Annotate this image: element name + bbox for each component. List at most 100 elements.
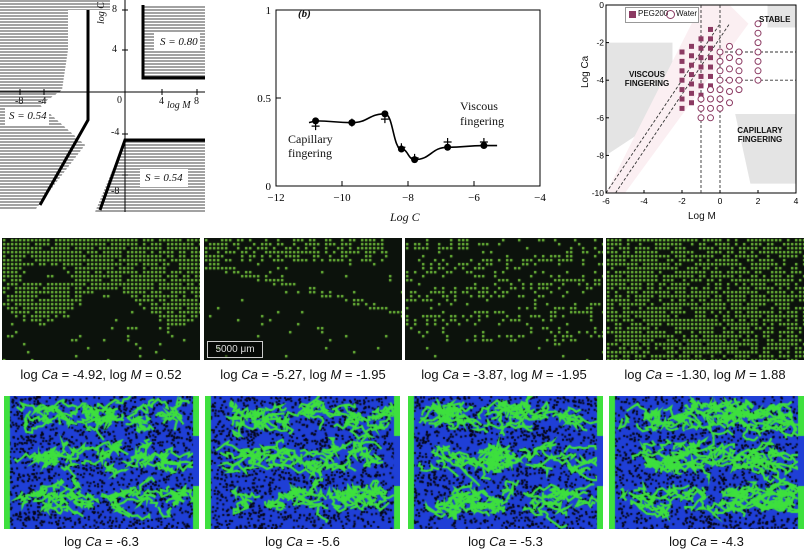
data-point-peg200 bbox=[708, 83, 713, 89]
data-point-water bbox=[726, 87, 733, 95]
data-point-water bbox=[707, 86, 714, 94]
data-point-plus bbox=[397, 143, 406, 152]
chart-b-title: (b) bbox=[298, 8, 311, 20]
region-shade-capillary bbox=[735, 114, 796, 184]
data-point-water bbox=[707, 95, 714, 103]
x-tick-label: −12 bbox=[267, 192, 284, 204]
data-point-water bbox=[726, 76, 733, 84]
tick-y-0: 0 bbox=[117, 95, 122, 106]
data-point-peg200 bbox=[679, 58, 685, 64]
region-shade-transition bbox=[606, 5, 749, 193]
region-label-s080: S = 0.80 bbox=[160, 36, 198, 48]
chart-c-legend: PEG200 Water bbox=[625, 7, 699, 23]
region-bottom-left bbox=[0, 105, 85, 210]
data-point-water bbox=[726, 42, 733, 50]
tick-x-neg4: -4 bbox=[38, 96, 47, 107]
simulation-image-4 bbox=[609, 396, 804, 529]
data-point-peg200 bbox=[698, 64, 704, 70]
y-tick-label: 0.5 bbox=[257, 93, 271, 105]
data-point-peg200 bbox=[689, 62, 694, 68]
simulation-image-2 bbox=[205, 396, 400, 529]
caption-row2-2: log Ca = -5.6 bbox=[265, 534, 340, 549]
x-tick-label: -4 bbox=[640, 196, 648, 206]
tick-x-8: 8 bbox=[194, 96, 199, 107]
data-point-water bbox=[754, 48, 762, 56]
x-tick-label: -2 bbox=[678, 196, 686, 206]
data-point-water bbox=[735, 86, 743, 94]
y-tick-label: 0 bbox=[599, 0, 604, 10]
region-upper-left bbox=[0, 0, 110, 105]
boundary-upper-left bbox=[38, 10, 90, 206]
chart-b-xlabel: Log C bbox=[390, 210, 420, 224]
data-point-circle bbox=[444, 143, 452, 151]
data-point-water bbox=[716, 86, 724, 94]
data-point-peg200 bbox=[689, 81, 694, 87]
region-capillary-fingering: FINGERING bbox=[737, 135, 783, 144]
data-point-peg200 bbox=[689, 53, 694, 59]
caption-row1-2: log Ca = -5.27, log M = -1.95 bbox=[220, 367, 386, 382]
data-point-peg200 bbox=[689, 90, 694, 96]
annotation-capillary-fingering: fingering bbox=[288, 146, 332, 160]
data-point-water bbox=[726, 54, 733, 62]
region-label-s054-right: S = 0.54 bbox=[145, 172, 183, 184]
y-tick-label: -6 bbox=[596, 113, 604, 123]
data-point-water bbox=[697, 104, 705, 112]
boundary-top-right bbox=[141, 5, 205, 80]
caption-row1-1: log Ca = -4.92, log M = 0.52 bbox=[20, 367, 182, 382]
scale-bar: 5000 μm bbox=[207, 341, 263, 358]
data-point-peg200 bbox=[698, 92, 704, 98]
data-point-peg200 bbox=[679, 87, 685, 93]
x-tick-label: -6 bbox=[602, 196, 610, 206]
caption-row1-4: log Ca = -1.30, log M = 1.88 bbox=[624, 367, 786, 382]
data-point-peg200 bbox=[708, 26, 713, 32]
simulation-image-3 bbox=[408, 396, 603, 529]
tick-y-8: 8 bbox=[112, 4, 117, 15]
region-label-s054-left: S = 0.54 bbox=[9, 110, 47, 122]
data-point-water bbox=[726, 99, 733, 107]
region-shade-stable bbox=[767, 5, 796, 28]
tick-y-4: 4 bbox=[112, 44, 117, 55]
data-point-water bbox=[754, 76, 762, 84]
data-point-circle bbox=[312, 117, 320, 125]
y-tick-label: -4 bbox=[596, 75, 604, 85]
data-point-water bbox=[716, 48, 724, 56]
region-shade-viscous bbox=[606, 42, 673, 156]
y-tick-label: -2 bbox=[596, 38, 604, 48]
data-point-water bbox=[716, 76, 724, 84]
data-point-plus bbox=[311, 122, 320, 131]
data-point-peg200 bbox=[708, 45, 713, 51]
x-tick-label: −6 bbox=[468, 192, 480, 204]
tick-y-neg4: -4 bbox=[111, 127, 120, 138]
tick-x-4: 4 bbox=[159, 96, 164, 107]
data-point-peg200 bbox=[708, 64, 713, 70]
phase-diagram-left bbox=[0, 0, 205, 212]
data-point-peg200 bbox=[679, 96, 685, 102]
x-tick-label: 0 bbox=[718, 196, 723, 206]
x-tick-label: −10 bbox=[333, 192, 351, 204]
region-stable: STABLE bbox=[759, 15, 791, 24]
data-point-peg200 bbox=[698, 36, 704, 42]
data-point-water bbox=[716, 67, 724, 75]
data-point-plus bbox=[410, 153, 419, 162]
data-point-water bbox=[754, 67, 762, 75]
simulation-image-1 bbox=[4, 396, 199, 529]
chart-c-ylabel: Log Ca bbox=[580, 55, 591, 88]
x-tick-label: −8 bbox=[402, 192, 414, 204]
data-point-peg200 bbox=[708, 55, 713, 61]
logca-vs-logm-scatter: -6 -4 -2 0 2 4 0 -2 -4 -6 -8 -10 bbox=[592, 0, 799, 206]
data-point-water bbox=[754, 57, 762, 65]
legend-marker-peg200 bbox=[629, 11, 636, 18]
data-point-water bbox=[754, 29, 762, 37]
legend-label-peg200: PEG200 bbox=[638, 9, 669, 18]
data-point-plus bbox=[347, 118, 356, 127]
data-point-water bbox=[735, 48, 743, 56]
data-point-peg200 bbox=[689, 100, 694, 106]
data-point-peg200 bbox=[698, 83, 704, 89]
x-tick-label: −4 bbox=[534, 192, 546, 204]
annotation-viscous: Viscous bbox=[460, 99, 498, 113]
tick-y-neg8: -8 bbox=[111, 186, 120, 197]
region-viscous-fingering: FINGERING bbox=[624, 79, 670, 88]
y-tick-label: -10 bbox=[592, 188, 605, 198]
caption-row2-3: log Ca = -5.3 bbox=[468, 534, 543, 549]
data-point-peg200 bbox=[679, 68, 685, 74]
